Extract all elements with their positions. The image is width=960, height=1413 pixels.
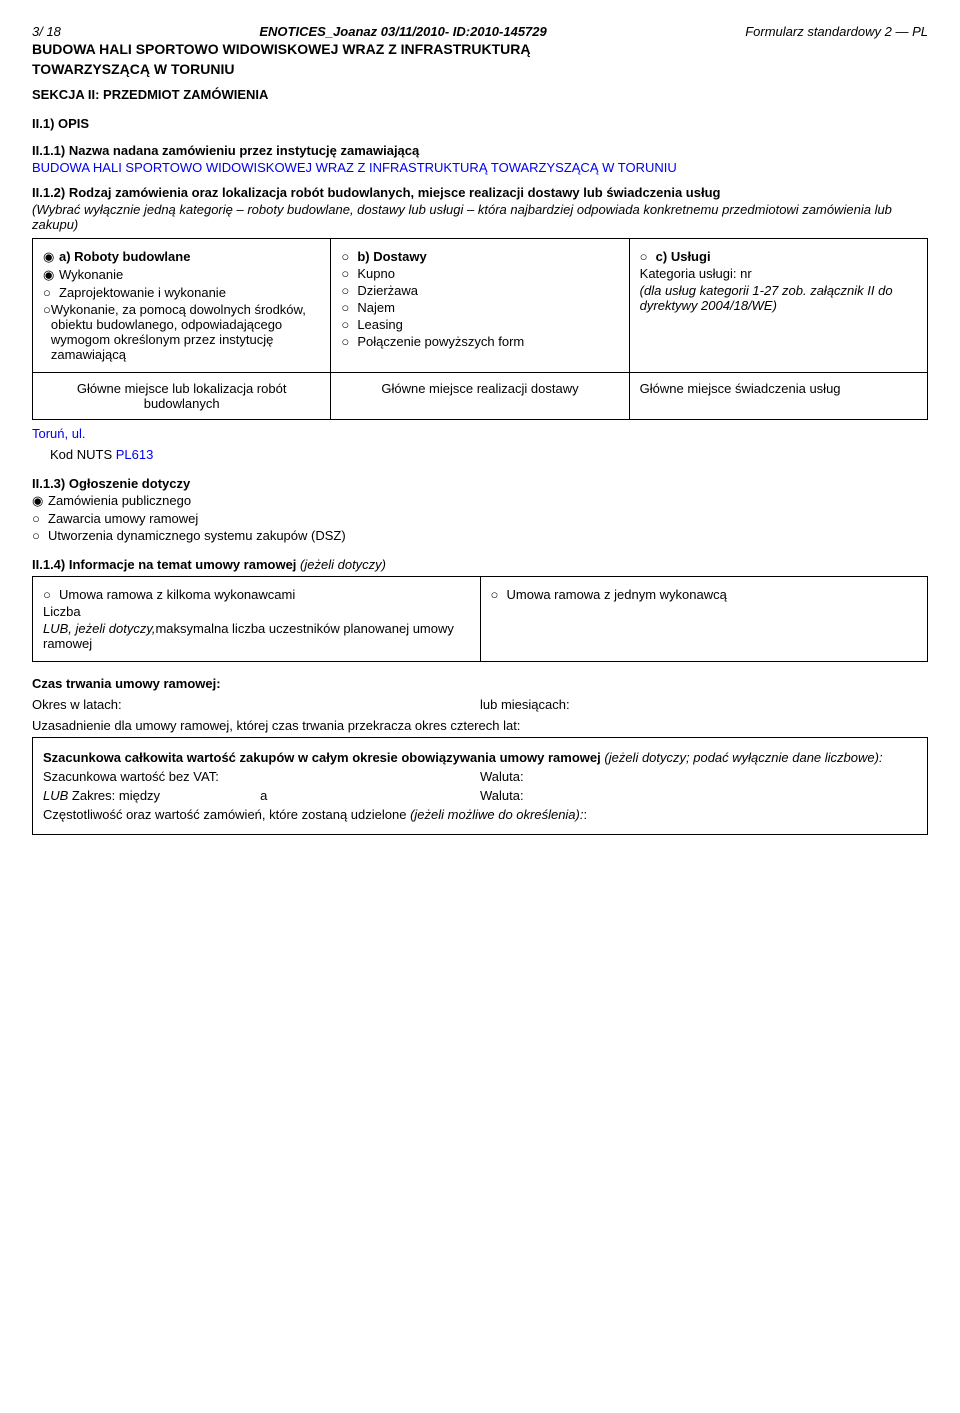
col-b: ○b) Dostawy ○Kupno ○Dzierżawa ○Najem ○Le… (331, 239, 629, 373)
radio-circ-icon[interactable]: ○ (341, 317, 357, 332)
page-header: 3/ 18 ENOTICES_Joanaz 03/11/2010- ID:201… (32, 24, 928, 39)
header-right: Formularz standardowy 2 — PL (745, 24, 928, 39)
ii13-label: II.1.3) Ogłoszenie dotyczy (32, 476, 928, 491)
ii11-label: II.1.1) Nazwa nadana zamówieniu przez in… (32, 143, 928, 158)
col-a-o1: Wykonanie (59, 267, 123, 282)
col-c-l2: (dla usług kategorii 1-27 zob. załącznik… (640, 283, 917, 313)
est-freq-hint: (jeżeli możliwe do określenia): (410, 807, 583, 822)
doc-title-1: BUDOWA HALI SPORTOWO WIDOWISKOWEJ WRAZ Z… (32, 41, 928, 57)
col-c-foot: Główne miejsce świadczenia usług (629, 373, 927, 420)
ii14-right: ○Umowa ramowa z jednym wykonawcą (480, 577, 928, 662)
radio-circ-icon[interactable]: ○ (341, 283, 357, 298)
col-b-o5: Połączenie powyższych form (357, 334, 524, 349)
est-a: a (260, 788, 267, 803)
ii13-o3: Utworzenia dynamicznego systemu zakupów … (48, 528, 346, 543)
header-center: ENOTICES_Joanaz 03/11/2010- ID:2010-1457… (259, 24, 546, 39)
ii14-left: ○Umowa ramowa z kilkoma wykonawcami Licz… (33, 577, 481, 662)
radio-circ-icon[interactable]: ○ (43, 285, 59, 300)
col-c: ○c) Usługi Kategoria usługi: nr (dla usł… (629, 239, 927, 373)
radio-circ-icon[interactable]: ○ (32, 511, 48, 526)
ii1-head: II.1) OPIS (32, 116, 928, 131)
est-range: Zakres: między (72, 788, 160, 803)
radio-circ-icon[interactable]: ○ (43, 302, 51, 362)
place-value: Toruń, ul. (32, 426, 928, 441)
col-b-o4: Leasing (357, 317, 403, 332)
radio-dot-icon[interactable]: ◉ (43, 267, 59, 283)
duration-months: lub miesiącach: (480, 697, 928, 712)
radio-circ-icon[interactable]: ○ (43, 587, 59, 602)
radio-circ-icon[interactable]: ○ (341, 249, 357, 264)
nuts-row: Kod NUTS PL613 (50, 447, 928, 462)
ii14-table: ○Umowa ramowa z kilkoma wykonawcami Licz… (32, 576, 928, 662)
ii14-label: II.1.4) Informacje na temat umowy ramowe… (32, 557, 296, 572)
est-freq: Częstotliwość oraz wartość zamówień, któ… (43, 807, 406, 822)
ii14-left3-row: LUB, jeżeli dotyczy,maksymalna liczba uc… (43, 621, 470, 651)
col-b-head: b) Dostawy (357, 249, 426, 264)
col-a-o3: Wykonanie, za pomocą dowolnych środków, … (51, 302, 320, 362)
col-b-o2: Dzierżawa (357, 283, 418, 298)
duration-just: Uzasadnienie dla umowy ramowej, której c… (32, 718, 928, 733)
radio-circ-icon[interactable]: ○ (32, 528, 48, 543)
radio-dot-icon[interactable]: ◉ (32, 493, 48, 509)
est-head: Szacunkowa całkowita wartość zakupów w c… (43, 750, 601, 765)
ii14-right1: Umowa ramowa z jednym wykonawcą (507, 587, 727, 602)
radio-circ-icon[interactable]: ○ (491, 587, 507, 602)
col-a-head: a) Roboty budowlane (59, 249, 190, 264)
radio-circ-icon[interactable]: ○ (341, 300, 357, 315)
est-waluta-1: Waluta: (480, 769, 917, 784)
section-ii-head: SEKCJA II: PRZEDMIOT ZAMÓWIENIA (32, 87, 928, 102)
ii14-hint: (jeżeli dotyczy) (300, 557, 386, 572)
header-left: 3/ 18 (32, 24, 61, 39)
ii14-left3: LUB, jeżeli dotyczy, (43, 621, 155, 636)
nuts-value: PL613 (116, 447, 154, 462)
col-b-foot: Główne miejsce realizacji dostawy (331, 373, 629, 420)
col-a-foot: Główne miejsce lub lokalizacja robót bud… (33, 373, 331, 420)
est-lub: LUB (43, 788, 68, 803)
duration-years: Okres w latach: (32, 697, 480, 712)
radio-circ-icon[interactable]: ○ (341, 266, 357, 281)
ii14-head: II.1.4) Informacje na temat umowy ramowe… (32, 557, 928, 572)
nuts-label: Kod NUTS (50, 447, 112, 462)
est-waluta-2: Waluta: (480, 788, 917, 803)
ii13-o1: Zamówienia publicznego (48, 493, 191, 508)
radio-dot-icon[interactable]: ◉ (43, 249, 59, 265)
col-b-o3: Najem (357, 300, 395, 315)
col-c-head: c) Usługi (656, 249, 711, 264)
duration-head: Czas trwania umowy ramowej: (32, 676, 928, 691)
ii11-value: BUDOWA HALI SPORTOWO WIDOWISKOWEJ WRAZ Z… (32, 160, 928, 175)
ii13-o2: Zawarcia umowy ramowej (48, 511, 198, 526)
est-l1a: Szacunkowa wartość bez VAT: (43, 769, 480, 784)
ii14-left1: Umowa ramowa z kilkoma wykonawcami (59, 587, 295, 602)
col-a: ◉a) Roboty budowlane ◉Wykonanie ○Zaproje… (33, 239, 331, 373)
ii14-left2: Liczba (43, 604, 470, 619)
ii12-hint: (Wybrać wyłącznie jedną kategorię – robo… (32, 202, 928, 232)
doc-title-2: TOWARZYSZĄCĄ W TORUNIU (32, 61, 928, 77)
radio-circ-icon[interactable]: ○ (341, 334, 357, 349)
radio-circ-icon[interactable]: ○ (640, 249, 656, 264)
col-a-o2: Zaprojektowanie i wykonanie (59, 285, 226, 300)
col-b-o1: Kupno (357, 266, 395, 281)
duration-row: Okres w latach: lub miesiącach: (32, 697, 928, 712)
ii12-label: II.1.2) Rodzaj zamówienia oraz lokalizac… (32, 185, 928, 200)
col-c-l1: Kategoria usługi: nr (640, 266, 917, 281)
ii12-table: ◉a) Roboty budowlane ◉Wykonanie ○Zaproje… (32, 238, 928, 420)
estimate-box: Szacunkowa całkowita wartość zakupów w c… (32, 737, 928, 835)
est-hint: (jeżeli dotyczy; podać wyłącznie dane li… (604, 750, 882, 765)
